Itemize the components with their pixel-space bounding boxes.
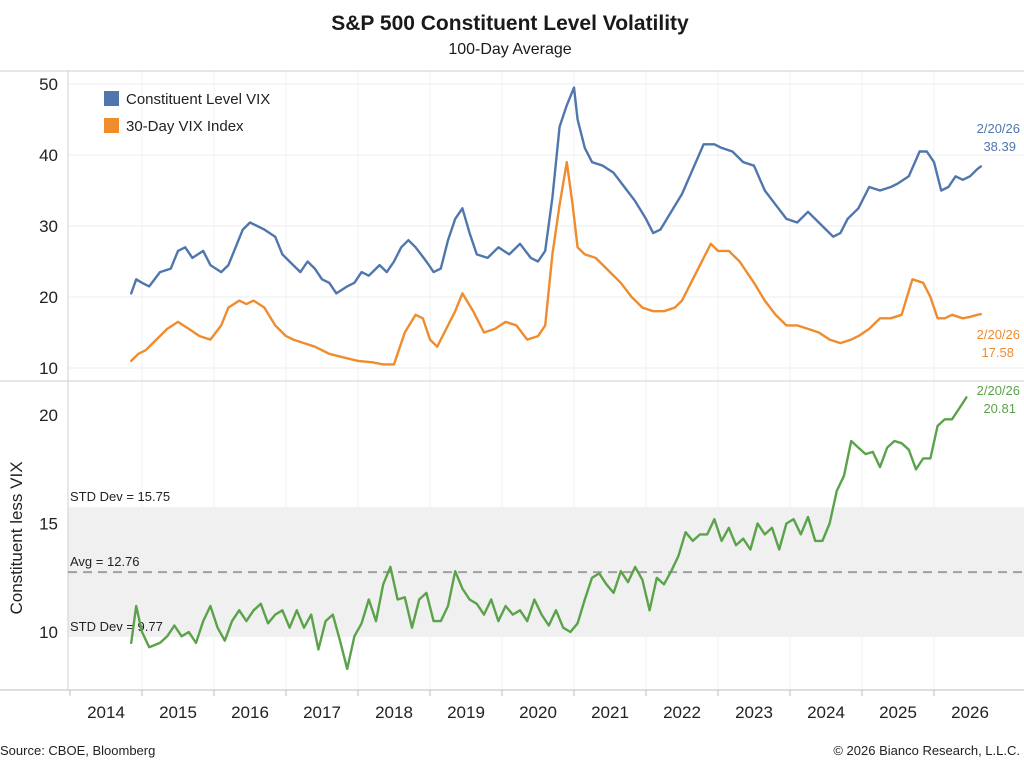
chart-subtitle: 100-Day Average <box>448 41 571 58</box>
legend-label-vix: 30-Day VIX Index <box>126 118 244 135</box>
series-layer <box>129 86 982 671</box>
legend: Constituent Level VIX 30-Day VIX Index <box>104 91 270 135</box>
x-tick-label: 2026 <box>951 703 989 722</box>
chart-title: S&P 500 Constituent Level Volatility <box>331 12 689 35</box>
x-tick-label: 2025 <box>879 703 917 722</box>
footer-copyright: © 2026 Bianco Research, L.L.C. <box>833 743 1020 758</box>
x-tick-label: 2023 <box>735 703 773 722</box>
series-line-constituent-vix <box>129 86 982 295</box>
top-panel-grid <box>68 83 1024 369</box>
series-line-constituent-less-vix <box>129 396 968 671</box>
top-y-tick-label: 50 <box>39 75 58 94</box>
top-y-tick-label: 30 <box>39 217 58 236</box>
x-tick-label: 2024 <box>807 703 845 722</box>
x-tick-label: 2015 <box>159 703 197 722</box>
end-annotations: 2/20/26 38.39 2/20/26 17.58 2/20/26 20.8… <box>977 121 1020 416</box>
annotation-orange-value: 17.58 <box>981 345 1014 360</box>
avg-label: Avg = 12.76 <box>70 554 140 569</box>
top-y-tick-label: 40 <box>39 146 58 165</box>
annotation-green-value: 20.81 <box>983 401 1016 416</box>
annotation-blue-date: 2/20/26 <box>977 121 1020 136</box>
x-tick-label: 2022 <box>663 703 701 722</box>
top-y-tick-label: 20 <box>39 288 58 307</box>
x-tick-label: 2019 <box>447 703 485 722</box>
legend-swatch-orange <box>104 118 119 133</box>
annotation-green-date: 2/20/26 <box>977 383 1020 398</box>
std-dev-label: STD Dev = 9.77 <box>70 619 163 634</box>
series-line-30-day-vix <box>129 160 982 366</box>
top-y-ticks: 10 20 30 40 50 <box>39 75 58 378</box>
top-y-tick-label: 10 <box>39 359 58 378</box>
bottom-y-ticks: 10 15 20 <box>39 406 58 642</box>
legend-swatch-blue <box>104 91 119 106</box>
annotation-blue-value: 38.39 <box>983 139 1016 154</box>
bottom-y-tick-label: 20 <box>39 406 58 425</box>
x-tick-label: 2020 <box>519 703 557 722</box>
bottom-y-axis-label: Constituent less VIX <box>7 461 26 614</box>
annotation-orange-date: 2/20/26 <box>977 327 1020 342</box>
legend-label-constituent: Constituent Level VIX <box>126 91 270 108</box>
footer-source: Source: CBOE, Bloomberg <box>0 743 155 758</box>
x-tick-label: 2014 <box>87 703 125 722</box>
bottom-y-tick-label: 15 <box>39 515 58 534</box>
x-tick-label: 2018 <box>375 703 413 722</box>
x-tick-label: 2016 <box>231 703 269 722</box>
bottom-y-tick-label: 10 <box>39 623 58 642</box>
x-ticks: 2014 2015 2016 2017 2018 2019 2020 2021 2022 2023… <box>69 690 989 722</box>
x-tick-label: 2017 <box>303 703 341 722</box>
x-tick-label: 2021 <box>591 703 629 722</box>
panel-frames <box>0 70 1024 691</box>
std-dev-label: STD Dev = 15.75 <box>70 489 170 504</box>
